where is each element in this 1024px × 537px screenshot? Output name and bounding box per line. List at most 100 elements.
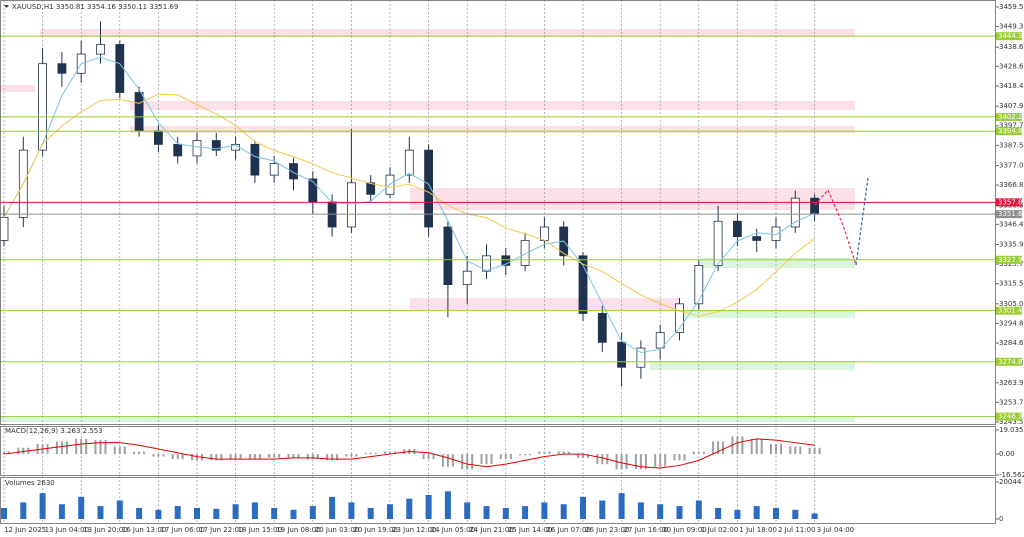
y-tick-label: 3243.50 [999, 418, 1024, 426]
candle-body [655, 332, 665, 349]
macd-bar [176, 454, 179, 460]
macd-bar [678, 454, 681, 461]
candle-body [346, 182, 356, 228]
macd-bar [451, 454, 454, 467]
volume-bar [155, 509, 162, 519]
candle-body [597, 313, 607, 343]
x-tick-label: 20 Jun 19:00 [353, 526, 397, 534]
level-label: 3444.31 [998, 32, 1024, 40]
volume-bar [406, 498, 413, 519]
macd-bar [587, 454, 589, 458]
macd-bar [644, 454, 647, 470]
volume-bar [464, 502, 471, 519]
candle-body [192, 140, 202, 157]
macd-bar [133, 451, 136, 455]
macd-bar [808, 447, 811, 455]
macd-bar [118, 446, 121, 455]
macd-bar [692, 451, 695, 455]
macd-bar [403, 449, 406, 455]
level-label: 3274.83 [998, 358, 1024, 366]
macd-bar [722, 441, 725, 455]
x-tick-label: 3 Jul 04:00 [817, 526, 855, 534]
volume-bar [309, 506, 316, 519]
macd-bar [548, 451, 551, 455]
macd-bar [422, 454, 425, 460]
macd-bar [152, 454, 155, 457]
candle-body [790, 197, 800, 228]
macd-bar [8, 451, 10, 455]
y-tick-label: 3284.60 [999, 339, 1024, 347]
candle-body [96, 44, 105, 55]
y-tick-label: 3305.00 [999, 300, 1024, 308]
y-tick-label: 3253.70 [999, 398, 1024, 406]
macd-bar [181, 454, 184, 460]
x-tick-label: 24 Jun 05:00 [431, 526, 475, 534]
x-tick-label: 26 Jun 23:00 [585, 526, 629, 534]
demand-zone [680, 310, 855, 318]
candle-body [366, 182, 376, 195]
candle-body [636, 347, 646, 368]
macd-bar [138, 451, 141, 455]
volume-bar [136, 507, 143, 519]
volume-bar [792, 509, 799, 519]
macd-panel [0, 426, 996, 476]
macd-bar [369, 452, 372, 455]
candle-body [482, 255, 491, 272]
macd-bar [196, 454, 198, 461]
macd-bar [253, 454, 256, 460]
macd-bar [625, 454, 628, 470]
volume-bar [271, 507, 278, 519]
volume-bar [560, 504, 567, 519]
macd-bar [171, 454, 174, 460]
signal-line [3, 438, 815, 469]
candle-body [250, 143, 260, 176]
y-tick-label: 3346.40 [999, 220, 1024, 228]
volume-bar [483, 506, 490, 519]
volume-bar [753, 506, 760, 519]
macd-bar [664, 454, 667, 467]
candle-body [0, 216, 9, 241]
x-tick-label: 17 Jun 06:00 [160, 526, 204, 534]
y-tick-label: 3449.30 [999, 23, 1024, 31]
volume-bar [348, 502, 355, 519]
chart-title: XAUUSD,H1 3350.81 3354.16 3350.11 3351.6… [12, 3, 178, 11]
macd-bar [60, 441, 63, 455]
macd-bar [65, 441, 68, 455]
macd-bar [75, 438, 78, 455]
volume-panel [0, 477, 996, 524]
macd-bar [673, 454, 676, 461]
macd-bar [485, 454, 488, 465]
macd-bar [316, 454, 319, 460]
volume-bar [541, 502, 548, 519]
x-tick-label: 23 Jun 12:00 [392, 526, 436, 534]
volume-bar [425, 495, 432, 519]
macd-bar [287, 454, 290, 458]
volume-bar [116, 500, 123, 519]
x-tick-label: 27 Jun 16:00 [624, 526, 668, 534]
macd-bar [466, 454, 469, 470]
macd-bar [524, 454, 527, 456]
macd-bar [85, 438, 88, 455]
macd-bar [480, 454, 483, 465]
macd-bar [654, 454, 657, 467]
volume-bar [194, 507, 200, 519]
macd-bar [441, 454, 444, 467]
macd-bar [499, 454, 502, 460]
macd-bar [331, 454, 334, 461]
candle-body [173, 143, 183, 157]
macd-bar [529, 454, 532, 456]
level-tag [996, 357, 1022, 366]
y-tick-label: 3438.60 [999, 43, 1024, 51]
macd-bar [717, 441, 720, 455]
supply-zone [410, 298, 680, 310]
volume-bar [39, 493, 46, 519]
volume-bar [580, 496, 586, 519]
x-tick-label: 1 Jul 18:00 [739, 526, 777, 534]
candle-body [462, 270, 472, 286]
macd-bar [736, 436, 739, 455]
level-tag [996, 32, 1022, 41]
macd-bar [461, 454, 464, 470]
candle-body [713, 220, 723, 266]
